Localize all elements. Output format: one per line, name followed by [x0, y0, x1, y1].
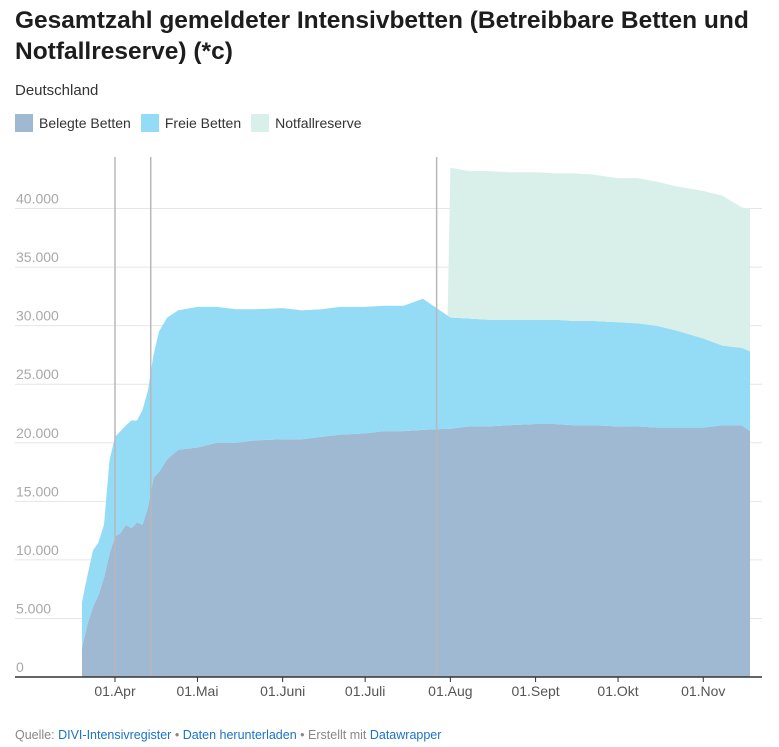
chart-subtitle: Deutschland [15, 82, 99, 99]
legend-label-notfallreserve: Notfallreserve [275, 115, 362, 131]
created-with-text: Erstellt mit [308, 728, 367, 742]
y-tick-label: 5.000 [16, 600, 51, 616]
legend-label-belegte-betten: Belegte Betten [39, 115, 131, 131]
download-data-link[interactable]: Daten herunterladen [182, 728, 297, 742]
area-freie-betten [82, 298, 750, 648]
x-tick-label: 01.Nov [681, 683, 725, 699]
x-tick-label: 01.Aug [428, 683, 472, 699]
y-tick-label: 40.000 [16, 191, 59, 207]
x-axis-ticks: 01.Apr 01.Mai 01.Juni 01.Juli 01.Aug 01.Sept 0… [94, 677, 725, 699]
stacked-area-chart: 0 5.000 10.000 15.000 20.000 25.000 30.000 35.0… [15, 157, 762, 699]
x-tick-label: 01.Juni [260, 683, 305, 699]
y-tick-label: 30.000 [16, 308, 59, 324]
legend-label-freie-betten: Freie Betten [164, 115, 242, 131]
legend-swatch-freie-betten [140, 114, 159, 132]
source-label: Quelle: [15, 728, 55, 742]
y-axis-labels: 0 5.000 10.000 15.000 20.000 25.000 30.000 35.0… [16, 191, 59, 675]
footer-separator: • [174, 728, 180, 742]
y-tick-label: 0 [16, 659, 24, 675]
y-tick-label: 25.000 [16, 366, 59, 382]
legend-swatch-notfallreserve [251, 114, 270, 132]
area-notfallreserve [82, 167, 750, 602]
legend: Belegte Betten Freie Betten Notfallreser… [15, 114, 372, 132]
x-tick-label: 01.Juli [345, 683, 385, 699]
vertical-markers [114, 157, 438, 677]
y-tick-label: 10.000 [16, 542, 59, 558]
y-tick-label: 15.000 [16, 483, 59, 499]
legend-item-notfallreserve: Notfallreserve [251, 114, 362, 132]
area-belegte-betten [82, 424, 750, 677]
legend-item-freie-betten: Freie Betten [140, 114, 242, 132]
legend-item-belegte-betten: Belegte Betten [15, 114, 131, 132]
x-tick-label: 01.Mai [176, 683, 218, 699]
legend-swatch-belegte-betten [15, 114, 33, 132]
footer: Quelle: DIVI-Intensivregister • Daten he… [15, 728, 441, 742]
y-tick-label: 20.000 [16, 425, 59, 441]
footer-separator: • [300, 728, 305, 742]
chart-title: Gesamtzahl gemeldeter Intensivbetten (Be… [15, 7, 749, 65]
datawrapper-link[interactable]: Datawrapper [369, 728, 442, 742]
y-tick-label: 35.000 [16, 249, 59, 265]
source-link[interactable]: DIVI-Intensivregister [58, 728, 172, 742]
x-tick-label: 01.Okt [597, 683, 638, 699]
area-series [82, 167, 750, 677]
x-tick-label: 01.Sept [511, 683, 559, 699]
x-tick-label: 01.Apr [94, 683, 136, 699]
